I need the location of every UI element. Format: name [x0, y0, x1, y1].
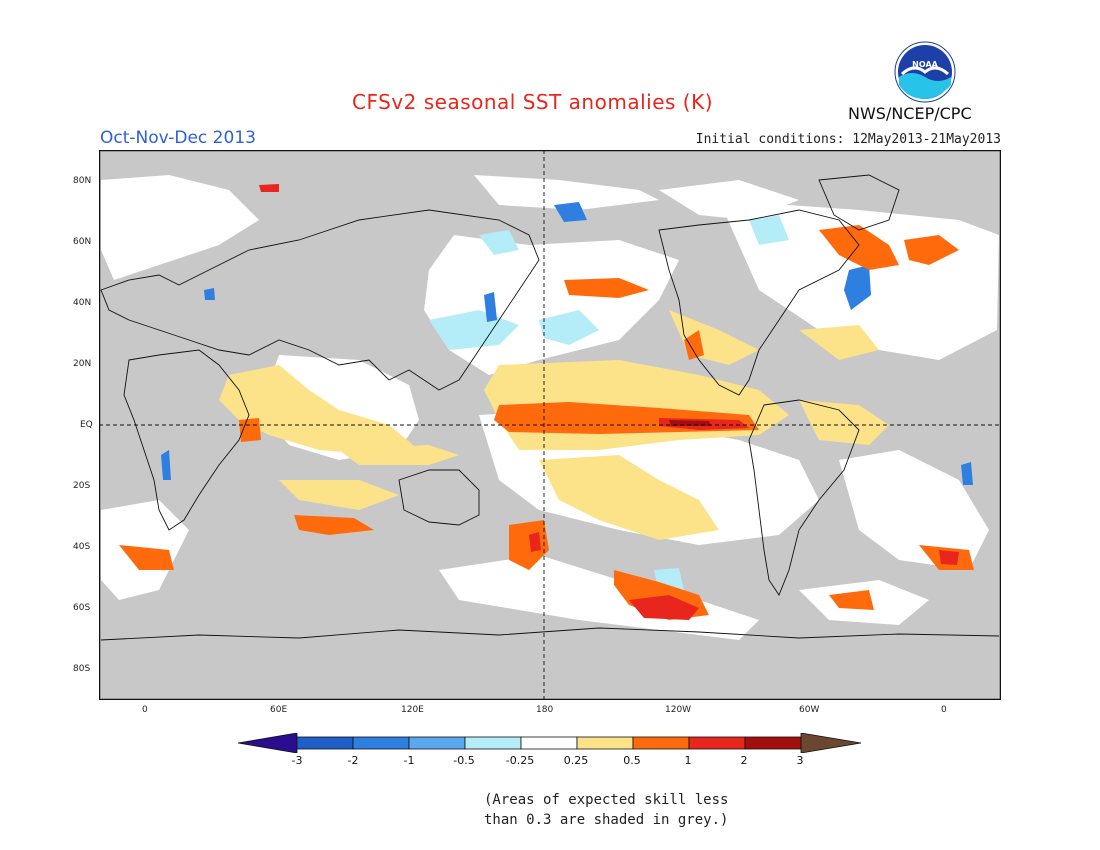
colorbar-segment — [576, 736, 634, 750]
colorbar-segment — [744, 736, 802, 750]
colorbar-tick: -0.5 — [453, 754, 475, 767]
lon-label: 180 — [536, 705, 554, 715]
lon-label: 0 — [941, 705, 947, 715]
very-strong-positive-regions — [669, 420, 711, 426]
colorbar-tick: -1 — [403, 754, 415, 767]
lat-label: 60N — [73, 237, 92, 247]
colorbar — [238, 733, 862, 753]
lon-label: 60W — [799, 705, 820, 715]
colorbar-segment — [520, 736, 578, 750]
lat-label: 60S — [73, 603, 91, 613]
skill-note-line1: (Areas of expected skill less — [484, 792, 729, 808]
colorbar-segment — [688, 736, 746, 750]
lat-label: 20S — [73, 481, 91, 491]
colorbar-segment — [464, 736, 522, 750]
map-border — [99, 150, 1001, 700]
colorbar-tick: 1 — [684, 754, 692, 767]
colorbar-segment — [238, 733, 298, 753]
colorbar-tick: 2 — [740, 754, 748, 767]
lon-label: 120E — [401, 705, 424, 715]
lat-label: EQ — [80, 420, 93, 430]
agency-label: NWS/NCEP/CPC — [848, 104, 972, 123]
colorbar-segment — [800, 733, 862, 753]
lat-label: 80N — [73, 176, 92, 186]
lon-label: 60E — [270, 705, 288, 715]
colorbar-segment — [352, 736, 410, 750]
lat-label: 40N — [73, 298, 92, 308]
map-title: CFSv2 seasonal SST anomalies (K) — [352, 90, 713, 114]
noaa-logo: NOAA — [894, 41, 956, 103]
lat-label: 80S — [73, 664, 91, 674]
initial-conditions-label: Initial conditions: 12May2013-21May2013 — [695, 132, 1001, 147]
season-label: Oct-Nov-Dec 2013 — [100, 128, 256, 148]
colorbar-tick: -2 — [347, 754, 359, 767]
lat-label: 40S — [73, 542, 91, 552]
lon-label: 0 — [142, 705, 148, 715]
lon-label: 120W — [665, 705, 692, 715]
logo-text: NOAA — [912, 60, 938, 69]
colorbar-tick: 3 — [796, 754, 804, 767]
colorbar-tick: 0.5 — [623, 754, 641, 767]
colorbar-segment — [632, 736, 690, 750]
sst-anomaly-map — [99, 150, 1001, 700]
negative-regions — [161, 202, 973, 485]
colorbar-segment — [408, 736, 466, 750]
colorbar-tick: -3 — [291, 754, 303, 767]
colorbar-tick: -0.25 — [505, 754, 535, 767]
lat-label: 20N — [73, 359, 92, 369]
skill-note-line2: than 0.3 are shaded in grey.) — [484, 812, 729, 828]
colorbar-segment — [296, 736, 354, 750]
coastlines — [100, 174, 1000, 641]
colorbar-tick: 0.25 — [563, 754, 589, 767]
